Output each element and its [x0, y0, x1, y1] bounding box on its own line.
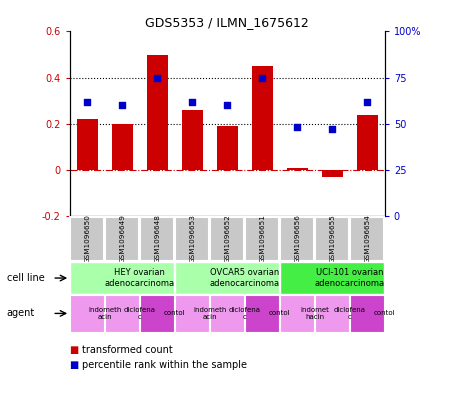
Text: agent: agent	[7, 309, 35, 318]
Text: diclofena
c: diclofena c	[229, 307, 261, 320]
Bar	[175, 217, 209, 261]
Text: ■: ■	[70, 360, 82, 371]
Point	[189, 99, 196, 105]
Text: indomet
hacin: indomet hacin	[300, 307, 329, 320]
Point	[364, 99, 371, 105]
Text: contol: contol	[269, 310, 291, 316]
Text: contol: contol	[374, 310, 396, 316]
Bar	[280, 217, 314, 261]
Bar	[315, 217, 349, 261]
Text: transformed count: transformed count	[82, 345, 173, 355]
Text: diclofena
c: diclofena c	[334, 307, 366, 320]
Bar	[175, 295, 209, 332]
Text: GSM1096650: GSM1096650	[84, 214, 90, 263]
Text: GSM1096655: GSM1096655	[329, 214, 335, 263]
Text: diclofena
c: diclofena c	[124, 307, 156, 320]
Bar	[252, 66, 273, 170]
Text: GSM1096649: GSM1096649	[119, 214, 125, 263]
Bar	[287, 168, 308, 170]
Bar	[105, 295, 140, 332]
Bar	[217, 126, 238, 170]
Text: percentile rank within the sample: percentile rank within the sample	[82, 360, 248, 371]
Text: GSM1096654: GSM1096654	[364, 214, 370, 263]
Bar	[280, 262, 384, 294]
Text: GSM1096653: GSM1096653	[189, 214, 195, 263]
Bar	[210, 295, 244, 332]
Text: indometh
acin: indometh acin	[193, 307, 226, 320]
Text: contol: contol	[164, 310, 185, 316]
Bar	[140, 295, 175, 332]
Text: indometh
acin: indometh acin	[88, 307, 122, 320]
Bar	[147, 55, 168, 170]
Point	[328, 126, 336, 132]
Bar	[77, 119, 98, 170]
Bar	[112, 124, 133, 170]
Point	[224, 102, 231, 108]
Bar	[105, 217, 139, 261]
Text: ■: ■	[70, 345, 82, 355]
Point	[294, 124, 301, 130]
Bar	[357, 115, 378, 170]
Title: GDS5353 / ILMN_1675612: GDS5353 / ILMN_1675612	[145, 16, 309, 29]
Bar	[315, 295, 349, 332]
Text: cell line: cell line	[7, 273, 45, 283]
Text: HEY ovarian
adenocarcinoma: HEY ovarian adenocarcinoma	[105, 268, 175, 288]
Bar	[70, 217, 104, 261]
Bar	[350, 217, 384, 261]
Bar	[245, 217, 279, 261]
Point	[119, 102, 126, 108]
Point	[153, 74, 161, 81]
Bar	[350, 295, 384, 332]
Bar	[280, 295, 315, 332]
Bar	[175, 262, 279, 294]
Bar	[210, 217, 244, 261]
Text: GSM1096652: GSM1096652	[224, 214, 230, 263]
Point	[84, 99, 91, 105]
Bar	[70, 295, 104, 332]
Bar	[182, 110, 203, 170]
Point	[259, 74, 266, 81]
Bar	[70, 262, 175, 294]
Text: GSM1096648: GSM1096648	[154, 214, 160, 263]
Text: UCI-101 ovarian
adenocarcinoma: UCI-101 ovarian adenocarcinoma	[315, 268, 385, 288]
Bar	[140, 217, 174, 261]
Bar	[245, 295, 279, 332]
Bar	[322, 170, 343, 177]
Text: OVCAR5 ovarian
adenocarcinoma: OVCAR5 ovarian adenocarcinoma	[210, 268, 280, 288]
Text: GSM1096656: GSM1096656	[294, 214, 300, 263]
Text: GSM1096651: GSM1096651	[259, 214, 265, 263]
